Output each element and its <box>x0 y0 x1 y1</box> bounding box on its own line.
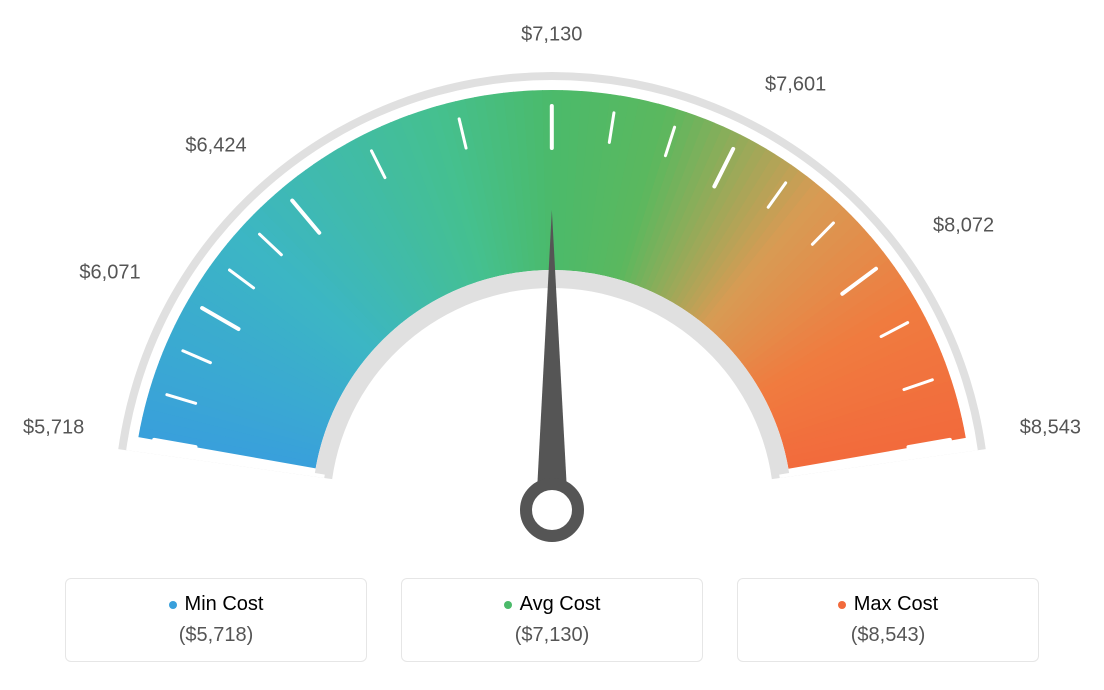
dot-icon <box>504 601 512 609</box>
legend-card-avg: Avg Cost ($7,130) <box>401 578 703 662</box>
legend-title-min: Min Cost <box>169 593 264 616</box>
cost-gauge-chart: { "gauge": { "type": "gauge", "min_value… <box>0 0 1104 690</box>
dot-icon <box>838 601 846 609</box>
legend-title-max: Max Cost <box>838 593 938 616</box>
legend-title-avg: Avg Cost <box>504 593 601 616</box>
legend-value-avg: ($7,130) <box>402 624 702 647</box>
legend-value-max: ($8,543) <box>738 624 1038 647</box>
gauge-tick-label: $8,072 <box>933 215 994 238</box>
gauge-tick-label: $7,601 <box>765 74 826 97</box>
legend-card-max: Max Cost ($8,543) <box>737 578 1039 662</box>
legend-row: Min Cost ($5,718) Avg Cost ($7,130) Max … <box>0 578 1104 662</box>
dot-icon <box>169 601 177 609</box>
gauge-hub <box>526 484 578 536</box>
gauge-tick-label: $8,543 <box>1020 416 1081 439</box>
legend-title-label: Avg Cost <box>520 593 601 616</box>
gauge-tick-label: $5,718 <box>23 416 84 439</box>
legend-card-min: Min Cost ($5,718) <box>65 578 367 662</box>
legend-value-min: ($5,718) <box>66 624 366 647</box>
gauge-svg <box>0 0 1104 560</box>
legend-title-label: Min Cost <box>185 593 264 616</box>
gauge-tick-label: $6,071 <box>79 261 140 284</box>
legend-title-label: Max Cost <box>854 593 938 616</box>
gauge-tick-label: $6,424 <box>185 135 246 158</box>
gauge: $5,718 $6,071 $6,424 $7,130 $7,601 $8,072 $8,5… <box>0 0 1104 560</box>
gauge-tick-label: $7,130 <box>521 24 582 47</box>
